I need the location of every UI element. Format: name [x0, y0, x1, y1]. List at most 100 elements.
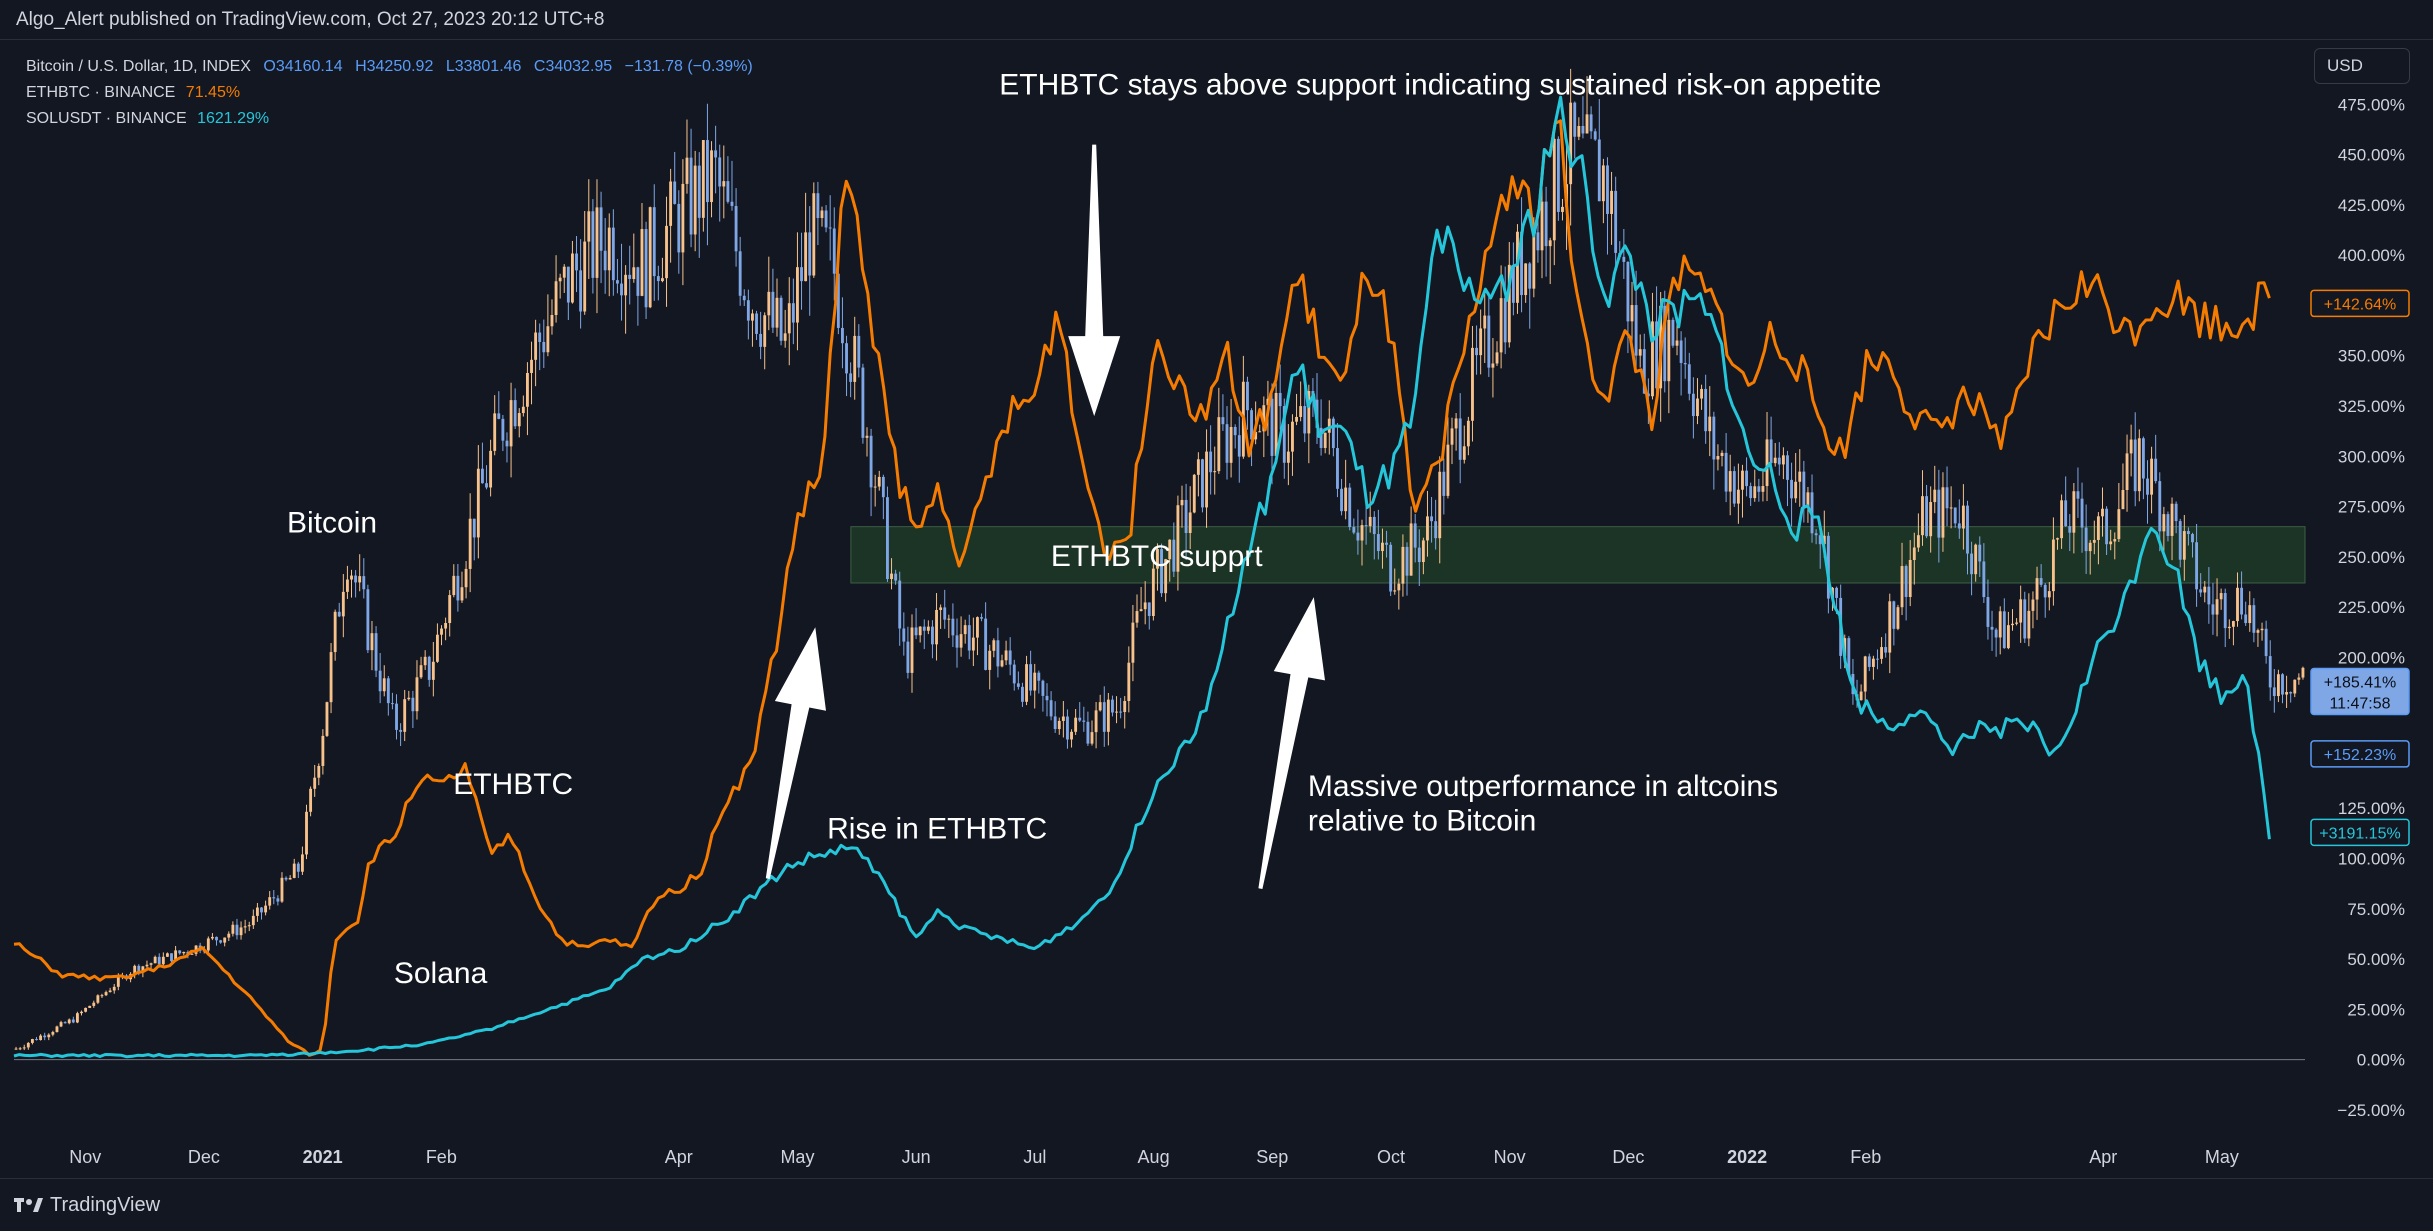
bitcoin-candle [1487, 292, 1491, 377]
bitcoin-candle [566, 266, 570, 321]
candle-body [337, 611, 341, 617]
candle-body [452, 575, 456, 596]
bitcoin-candle [1986, 579, 1990, 640]
bitcoin-candle [857, 324, 861, 378]
candle-body [1487, 315, 1491, 368]
candle-body [1123, 700, 1127, 713]
bitcoin-candle [2191, 532, 2194, 558]
bitcoin-candle [955, 618, 959, 668]
bitcoin-candle [1892, 600, 1896, 646]
bitcoin-candle [697, 152, 701, 258]
candle-body [1352, 527, 1356, 533]
legend-solusdt[interactable]: SOLUSDT · BINANCE 1621.29% [26, 106, 753, 132]
candle-body [1111, 699, 1114, 713]
bitcoin-candle [272, 890, 276, 905]
bitcoin-candle [2031, 591, 2035, 629]
candle-body [918, 626, 922, 636]
candle-body [1581, 125, 1585, 134]
bitcoin-candle [1773, 442, 1777, 467]
candle-body [849, 373, 853, 382]
candle-body [223, 937, 227, 943]
bitcoin-candle [411, 690, 415, 728]
legend-ethbtc[interactable]: ETHBTC · BINANCE 71.45% [26, 80, 753, 106]
bitcoin-candle [881, 474, 885, 520]
candle-body [1336, 448, 1339, 489]
bitcoin-candle [419, 656, 423, 679]
bitcoin-candle [80, 1010, 83, 1016]
bitcoin-candle [1229, 398, 1233, 478]
bitcoin-candle [22, 1044, 26, 1051]
tradingview-logo[interactable]: TradingView [14, 1194, 160, 1217]
legend-low: L33801.46 [445, 58, 522, 75]
candle-body [1720, 452, 1724, 457]
legend-main[interactable]: Bitcoin / U.S. Dollar, 1D, INDEX O34160.… [26, 54, 753, 80]
candle-body [1368, 516, 1372, 527]
bitcoin-candle [305, 804, 308, 860]
bitcoin-candle [1589, 106, 1593, 139]
bitcoin-candle [1953, 507, 1957, 528]
candle-body [517, 413, 521, 427]
candle-body [1016, 683, 1020, 687]
bitcoin-candle [980, 613, 983, 622]
price-label-text: +3191.15% [2319, 825, 2400, 842]
bitcoin-candle [317, 763, 321, 786]
candle-body [1192, 474, 1196, 513]
bitcoin-candle [579, 239, 583, 329]
y-tick-label: 200.00% [2338, 648, 2405, 667]
candle-body [1049, 700, 1053, 717]
bitcoin-candle [2248, 591, 2252, 632]
bitcoin-candle [976, 616, 979, 656]
bitcoin-candle [1466, 416, 1470, 456]
candle-body [390, 703, 394, 705]
candle-body [722, 181, 726, 187]
bitcoin-candle [755, 310, 758, 341]
bitcoin-candle [1270, 383, 1274, 485]
candle-body [1053, 716, 1057, 730]
currency-button[interactable]: USD [2314, 48, 2410, 84]
candle-body [1520, 231, 1523, 296]
candle-body [1045, 695, 1049, 701]
bitcoin-candle [1741, 464, 1744, 518]
bitcoin-candle [661, 257, 664, 283]
candle-body [1597, 139, 1601, 202]
bitcoin-candle [1176, 495, 1180, 591]
candle-body [153, 956, 157, 964]
bitcoin-candle [595, 179, 599, 314]
bitcoin-candle [2043, 583, 2047, 618]
candle-body [1176, 505, 1180, 572]
bitcoin-candle [1430, 497, 1433, 543]
bitcoin-candle [2101, 487, 2104, 537]
bitcoin-candle [1786, 450, 1789, 507]
candle-body [1794, 481, 1798, 499]
bitcoin-candle [431, 641, 435, 697]
bitcoin-candle [1446, 417, 1450, 499]
candle-body [1397, 583, 1401, 591]
bitcoin-candle [1884, 633, 1888, 658]
bitcoin-candle [611, 209, 615, 296]
bitcoin-candle [47, 1033, 51, 1041]
bitcoin-candle [1912, 532, 1916, 585]
candle-body [2215, 599, 2219, 615]
candle-body [816, 193, 820, 219]
candle-body [1217, 417, 1221, 472]
bitcoin-candle [382, 665, 386, 697]
x-tick-label: Apr [665, 1147, 693, 1167]
candle-body [1961, 505, 1965, 529]
candle-body [1282, 406, 1286, 463]
candle-body [2133, 439, 2137, 492]
candle-body [841, 327, 844, 344]
bitcoin-candle [440, 625, 443, 646]
candle-body [292, 863, 296, 878]
bitcoin-candle [947, 614, 951, 638]
bitcoin-candle [587, 179, 591, 279]
candle-body [1683, 362, 1687, 365]
candle-body [1970, 553, 1974, 575]
bitcoin-candle [1753, 469, 1757, 502]
bitcoin-candle [493, 395, 497, 456]
candle-body [1847, 638, 1851, 674]
annotation-text: ETHBTC [453, 768, 573, 801]
candle-body [415, 677, 419, 712]
candle-body [1160, 549, 1163, 594]
annotation-arrow [1068, 144, 1121, 417]
